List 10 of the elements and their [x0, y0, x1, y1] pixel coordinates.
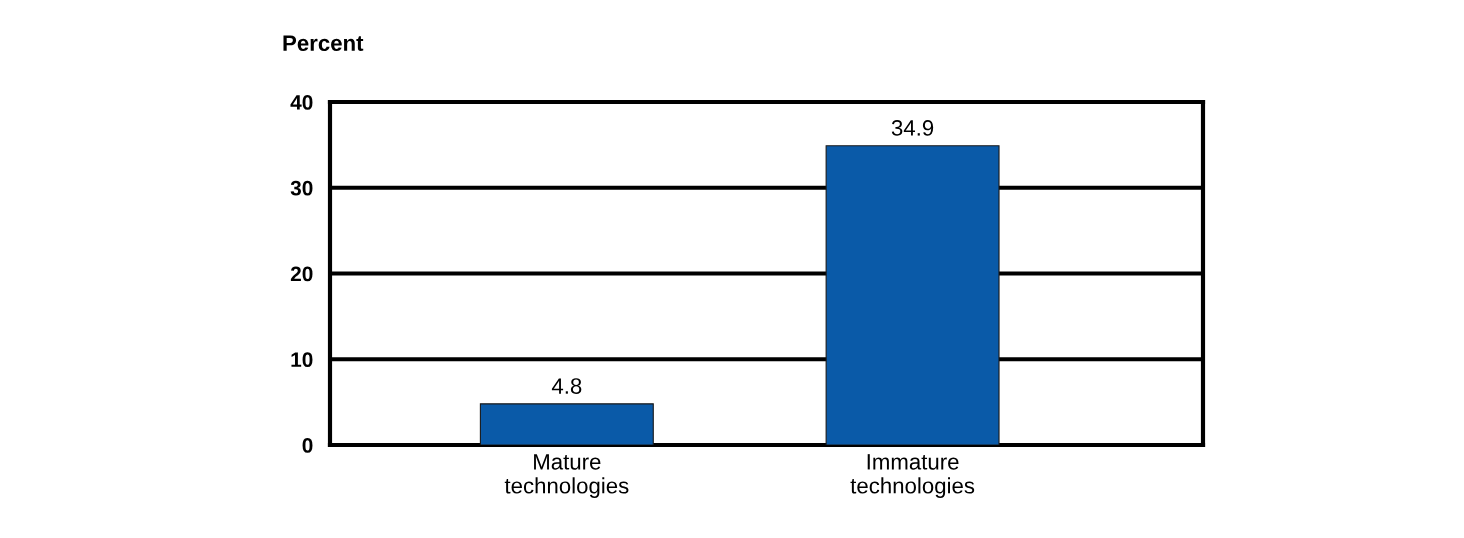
y-axis-title: Percent	[283, 35, 364, 51]
data-label: 34.9	[891, 120, 934, 136]
y-tick-label: 30	[290, 180, 313, 196]
data-label: 4.8	[551, 378, 582, 394]
x-tick-label: Immature technologies	[850, 454, 975, 498]
y-tick-label: 20	[290, 266, 313, 282]
y-tick-label: 10	[291, 352, 313, 367]
y-tick-label: 0	[302, 438, 313, 453]
y-tick-label: 40	[290, 95, 313, 110]
x-tick-label: Mature technologies	[504, 454, 629, 498]
